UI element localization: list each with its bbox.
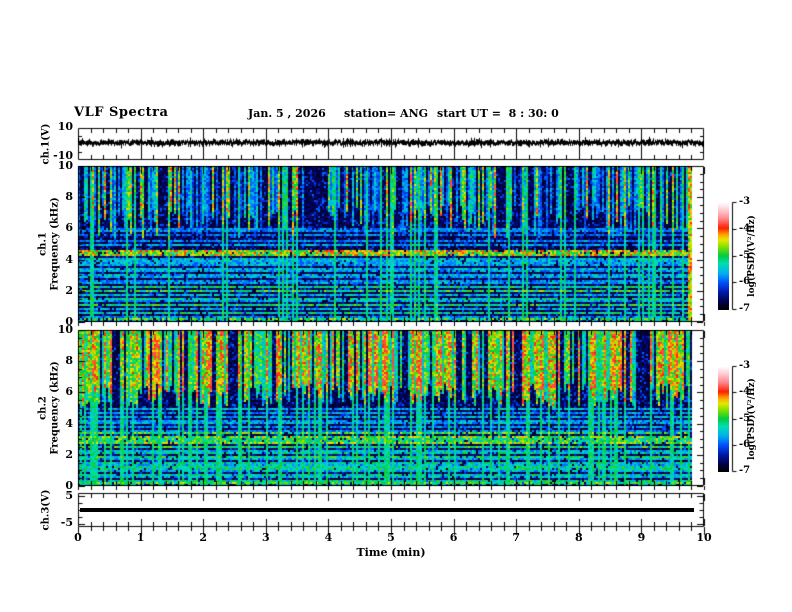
x-tick-label: 4 [324,531,333,544]
x-tick-label: 10 [696,531,712,544]
ch1-label-line2: Frequency (kHz) [49,197,60,291]
colorbar-2 [718,366,729,472]
x-tick-label: 7 [512,531,521,544]
ch1-waveform-canvas [78,128,704,160]
colorbar-tick-label: -7 [739,303,751,314]
ch3-signal-line [80,508,694,512]
time-axis-label: Time (min) [356,546,426,559]
colorbar-tick-label: -4 [739,222,751,234]
x-tick-label: 8 [574,531,583,544]
y-tick-label: 8 [65,190,73,204]
colorbar-tick-label: -3 [739,360,751,371]
station-label: station= ANG [344,107,429,120]
ch2-label-line1: ch.2 [37,396,49,420]
date-label: Jan. 5 , 2026 [248,107,326,120]
colorbar-tick-label: -7 [739,465,751,476]
ch2-spectrogram-canvas [78,330,704,486]
start-ut-label: start UT = 8 : 30: 0 [437,107,559,120]
ch1-spectrogram-canvas [78,166,704,322]
x-tick-label: 9 [637,531,646,544]
colorbar-tick-label: -6 [739,438,751,450]
colorbar-tick-label: -3 [739,196,751,207]
x-tick-label: 6 [449,531,458,544]
colorbar-tick-label: -4 [739,386,751,398]
y-tick-label: 4 [65,252,73,266]
colorbar-tick-label: -5 [739,412,751,424]
y-tick-label: -5 [60,516,73,529]
y-tick-label: 5 [65,489,73,502]
y-tick-label: 8 [65,354,73,368]
y-tick-label: 10 [57,323,73,336]
y-tick-label: 4 [65,416,73,430]
y-tick-label: 10 [57,120,73,133]
y-tick-label: -10 [53,149,73,162]
plot-title: VLF Spectra [74,105,169,120]
colorbar-tick-label: -5 [739,249,751,261]
ch1-spectrogram-axis-label: ch.1 Frequency (kHz) [38,197,61,290]
ch1-label-line1: ch.1 [37,232,49,256]
y-tick-label: 6 [65,221,73,235]
x-tick-label: 1 [136,531,145,544]
ch2-spectrogram-axis-label: ch.2 Frequency (kHz) [38,361,61,454]
y-tick-label: 6 [65,385,73,399]
x-tick-label: 5 [387,531,395,544]
x-tick-label: 2 [199,531,208,544]
y-tick-label: 2 [65,283,73,297]
y-tick-label: 2 [65,447,73,461]
colorbar-tick-label: -6 [739,276,751,288]
x-tick-label: 0 [74,531,82,544]
ch2-label-line2: Frequency (kHz) [49,361,60,455]
colorbar-1 [718,202,729,310]
x-tick-label: 3 [261,531,270,544]
